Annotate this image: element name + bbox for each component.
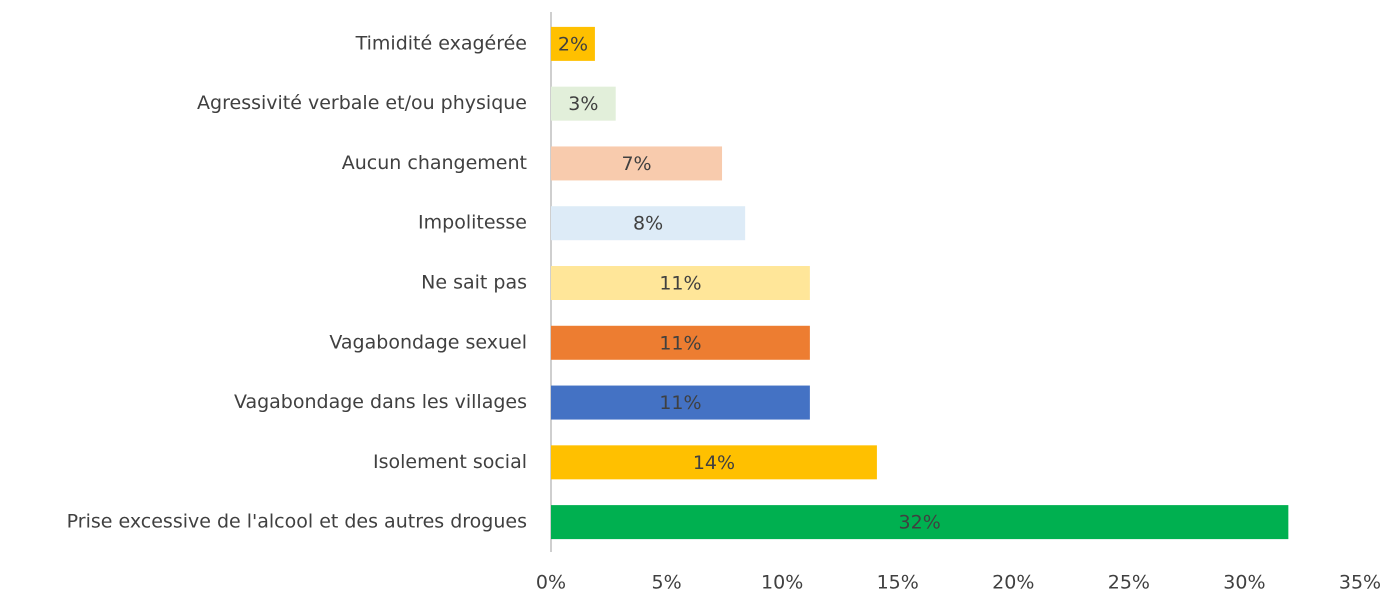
y-tick-label: Aucun changement xyxy=(342,152,527,174)
y-tick-label: Isolement social xyxy=(373,451,527,473)
bar xyxy=(551,146,723,181)
x-tick-label: 15% xyxy=(877,572,919,594)
data-label: 11% xyxy=(659,392,701,414)
bar xyxy=(551,385,810,420)
bar xyxy=(551,206,746,241)
y-tick-label: Ne sait pas xyxy=(421,272,527,294)
bar xyxy=(551,86,616,121)
x-tick-label: 5% xyxy=(651,572,681,594)
x-tick-label: 25% xyxy=(1108,572,1150,594)
data-label: 2% xyxy=(558,33,588,55)
data-label: 7% xyxy=(621,153,651,175)
y-tick-label: Agressivité verbale et/ou physique xyxy=(197,92,527,114)
x-tick-label: 35% xyxy=(1339,572,1381,594)
data-label: 11% xyxy=(659,273,701,295)
bar xyxy=(551,445,877,480)
x-tick-label: 20% xyxy=(992,572,1034,594)
bar xyxy=(551,26,595,61)
x-tick-label: 30% xyxy=(1223,572,1265,594)
y-tick-label: Prise excessive de l'alcool et des autre… xyxy=(67,511,527,533)
data-label: 3% xyxy=(568,93,598,115)
x-tick-label: 0% xyxy=(536,572,566,594)
bar xyxy=(551,505,1289,540)
data-label: 14% xyxy=(693,452,735,474)
data-label: 11% xyxy=(659,332,701,354)
bar xyxy=(551,266,810,300)
data-label: 32% xyxy=(899,512,941,534)
data-label: 8% xyxy=(633,213,663,235)
y-tick-label: Timidité exagérée xyxy=(355,32,527,54)
y-tick-label: Vagabondage sexuel xyxy=(329,331,527,353)
bar xyxy=(551,325,810,360)
x-tick-label: 10% xyxy=(761,572,803,594)
y-tick-label: Vagabondage dans les villages xyxy=(234,391,527,413)
y-tick-label: Impolitesse xyxy=(418,212,527,234)
